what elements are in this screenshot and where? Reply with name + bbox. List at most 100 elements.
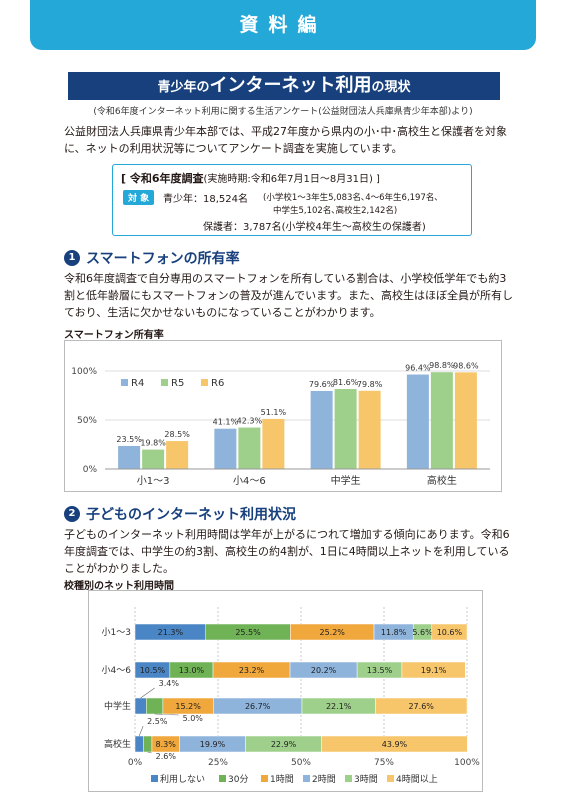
segment-4時間以上-1 xyxy=(401,661,466,679)
ownership-chart: 0% 50% 100% 23.5% 19.8% 28.5% 小1～3 41.1% 42.3% 51… xyxy=(64,340,502,492)
legend-swatch-1 xyxy=(219,775,226,782)
segment-value-label: 13.5% xyxy=(367,666,393,675)
bar-R5-1 xyxy=(238,427,261,469)
title-part1: 青少年の xyxy=(157,80,210,95)
bar-R4-0 xyxy=(118,445,141,469)
bar-R6-1 xyxy=(262,418,285,469)
survey-heading-main: [ 令和6年度調査 xyxy=(121,172,204,185)
segment-30分-2 xyxy=(146,697,164,715)
segment-value-label: 13.0% xyxy=(179,666,205,675)
survey-heading: [ 令和6年度調査(実施時期:令和6年7月1日～8月31日) ] xyxy=(121,170,380,186)
bar-value-label: 98.6% xyxy=(453,361,479,370)
leader-line xyxy=(154,713,179,716)
segment-value-label: 10.6% xyxy=(437,628,463,637)
usage-time-chart: 0% 25% 50% 75% 100% 小1～3 21.3% 25.5% 25.2% 11.8% 5… xyxy=(88,590,483,792)
y-category-label: 小1～3 xyxy=(102,627,131,638)
x-category-label: 中学生 xyxy=(331,474,361,487)
x-tick-label: 100% xyxy=(454,758,480,768)
y-category-label: 中学生 xyxy=(104,700,131,712)
bar-value-label: 42.3% xyxy=(237,417,263,426)
segment-value-label: 2.5% xyxy=(147,717,168,726)
y-category-label: 小4～6 xyxy=(102,665,132,676)
bar-R6-0 xyxy=(166,441,189,469)
segment-value-label: 15.2% xyxy=(175,702,201,711)
legend-label-R5: R5 xyxy=(171,378,184,389)
ownership-chart-svg: 0% 50% 100% 23.5%19.8%28.5% 小1～3 41.1%42.3%51… xyxy=(71,361,490,487)
segment-value-label: 26.7% xyxy=(245,702,271,711)
legend-label-R6: R6 xyxy=(211,378,224,389)
section1-text: 令和6年度調査で自分専用のスマートフォンを所有している割合は、小学校低学年でも約… xyxy=(64,270,534,321)
x-category-label: 小1～3 xyxy=(137,475,170,487)
segment-value-label: 43.9% xyxy=(382,740,408,749)
bar-R5-3 xyxy=(430,372,453,469)
segment-4時間以上-0 xyxy=(431,623,468,641)
bar-R6-3 xyxy=(454,372,477,469)
bar-value-label: 79.6% xyxy=(309,380,335,389)
segment-4時間以上-2 xyxy=(375,697,468,715)
bar-R5-0 xyxy=(142,449,165,469)
section2-text: 子どものインターネット利用時間は学年が上がるにつれて増加する傾向にあります。令和… xyxy=(64,526,534,577)
chart1-caption: スマートフォン所有率 xyxy=(64,330,164,341)
legend-label-5: 4時間以上 xyxy=(396,774,438,785)
legend-swatch-3 xyxy=(303,775,310,782)
usage-time-chart-svg: 0% 25% 50% 75% 100% 小1～3 21.3% 25.5% 25.2% 11.8% 5… xyxy=(102,607,480,785)
x-tick-label: 75% xyxy=(374,758,394,768)
chart2-caption: 校種別のネット利用時間 xyxy=(64,581,174,592)
target-label: 対 象 xyxy=(123,190,155,205)
legend-swatch-0 xyxy=(151,775,158,782)
segment-value-label: 3.4% xyxy=(159,679,180,688)
segment-value-label: 23.2% xyxy=(239,666,265,675)
segment-value-label: 10.5% xyxy=(140,666,166,675)
guardian-count: 保護者：3,787名(小学校4年生～高校生の保護者) xyxy=(203,222,426,233)
segment-value-label: 5.0% xyxy=(183,714,204,723)
legend-swatch-R6 xyxy=(201,379,208,386)
leader-line xyxy=(147,751,152,754)
leader-line xyxy=(138,725,144,737)
section2-title: 子どものインターネット利用状況 xyxy=(86,507,296,523)
segment-value-label: 27.6% xyxy=(408,702,434,711)
section2-line-3: ことがわかりました。 xyxy=(64,562,174,575)
segment-利用しない-3 xyxy=(134,735,144,753)
x-tick-label: 0% xyxy=(128,758,143,768)
section-banner: 資料編 xyxy=(30,0,536,50)
segment-value-label: 8.3% xyxy=(156,740,177,749)
bar-value-label: 79.8% xyxy=(357,380,383,389)
legend-swatch-2 xyxy=(261,775,268,782)
section2-line-2: 年度調査では、中学生の約3割、高校生の約4割が、1日に4時間以上ネットを利用して… xyxy=(64,545,510,558)
y-tick-label: 100% xyxy=(71,367,97,377)
youth-count: 青少年：18,524名 xyxy=(163,194,248,205)
intro-text: 公益財団法人兵庫県青少年本部では、平成27年度から県内の小･中･高校生と保護者を… xyxy=(64,123,524,157)
legend-label-4: 3時間 xyxy=(354,774,378,785)
segment-value-label: 2.6% xyxy=(156,752,177,761)
title-part3: の現状 xyxy=(371,80,411,95)
x-category-label: 小4～6 xyxy=(233,475,266,487)
leader-line xyxy=(140,687,155,699)
section1-line-1: 令和6年度調査で自分専用のスマートフォンを所有している割合は、小学校低学年でも約… xyxy=(64,272,507,285)
legend-label-1: 30分 xyxy=(228,774,248,785)
segment-value-label: 20.2% xyxy=(311,666,337,675)
bar-value-label: 23.5% xyxy=(116,435,142,444)
source-note: (令和6年度インターネット利用に関する生活アンケート(公益財団法人兵庫県青少年本… xyxy=(93,107,473,117)
bar-value-label: 81.6% xyxy=(333,378,359,387)
bar-R5-2 xyxy=(334,389,357,469)
bar-value-label: 19.8% xyxy=(140,439,166,448)
section1-line-2: 割と低年齢層にもスマートフォンの普及が進んでいます。また、高校生はほぼ全員が所有… xyxy=(64,289,514,302)
legend-label-R4: R4 xyxy=(131,378,144,389)
segment-4時間以上-3 xyxy=(321,735,468,753)
x-category-label: 高校生 xyxy=(427,474,457,487)
segment-value-label: 25.2% xyxy=(319,628,345,637)
x-tick-label: 50% xyxy=(291,758,311,768)
section1-line-3: ており、生活に欠かせないものになっていることがわかります。 xyxy=(64,306,381,319)
segment-30分-3 xyxy=(143,735,153,753)
intro-line-2: に、ネットの利用状況等についてアンケート調査を実施しています。 xyxy=(64,142,403,155)
segment-value-label: 25.5% xyxy=(235,628,261,637)
segment-value-label: 5.6% xyxy=(412,628,433,637)
page-title: 青少年のインターネット利用の現状 xyxy=(68,72,500,100)
legend-swatch-R4 xyxy=(121,379,128,386)
intro-line-1: 公益財団法人兵庫県青少年本部では、平成27年度から県内の小･中･高校生と保護者を… xyxy=(64,125,507,138)
bar-value-label: 98.8% xyxy=(429,361,455,370)
bar-R6-2 xyxy=(358,390,381,469)
bar-value-label: 96.4% xyxy=(405,364,431,373)
bar-value-label: 28.5% xyxy=(164,430,190,439)
segment-value-label: 21.3% xyxy=(158,628,184,637)
